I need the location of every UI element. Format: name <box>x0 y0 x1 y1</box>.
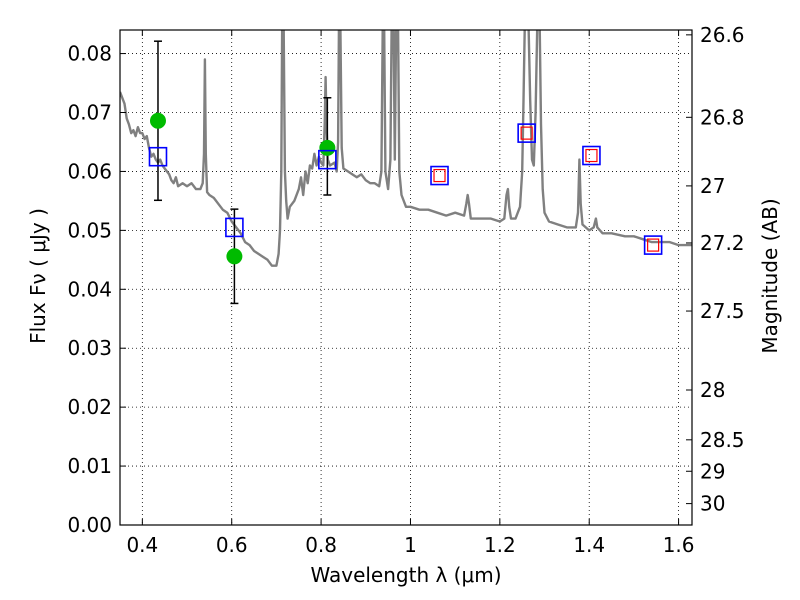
nir-point <box>585 148 598 163</box>
x-tick-label: 1.2 <box>484 533 516 557</box>
y-axis-label: Flux Fν ( μJy ) <box>26 208 50 344</box>
right-tick-label: 26.8 <box>700 105 745 129</box>
observed-point <box>149 112 166 129</box>
x-tick-label: 1 <box>404 533 417 557</box>
observed-point <box>226 248 243 265</box>
right-tick-label: 30 <box>700 492 725 516</box>
observed-point <box>319 139 336 156</box>
y-tick-label: 0.01 <box>67 454 112 478</box>
sed-line <box>120 30 692 267</box>
data-points-layer <box>148 40 663 305</box>
model-point <box>643 235 663 255</box>
right-tick-label: 26.6 <box>700 23 745 47</box>
y-tick-label: 0.04 <box>67 277 112 301</box>
model-point <box>225 217 244 238</box>
y-tick-label: 0.03 <box>67 336 112 360</box>
y-tick-label: 0.05 <box>67 218 112 242</box>
nir-point <box>647 238 660 252</box>
x-tick-label: 0.8 <box>305 533 337 557</box>
y-tick-label: 0.06 <box>67 159 112 183</box>
y-tick-label: 0.00 <box>67 513 112 537</box>
x-tick-label: 1.6 <box>663 533 695 557</box>
x-tick-label: 0.6 <box>216 533 248 557</box>
right-tick-label: 28 <box>700 378 725 402</box>
plot-frame <box>119 29 693 526</box>
model-point <box>430 165 449 186</box>
model-point <box>517 123 536 143</box>
right-tick-label: 29 <box>700 459 725 483</box>
y-tick-label: 0.02 <box>67 395 112 419</box>
model-point <box>582 145 601 166</box>
model-point <box>148 146 168 167</box>
y-tick-label: 0.08 <box>67 42 112 66</box>
x-tick-label: 0.4 <box>126 533 158 557</box>
right-tick-label: 28.5 <box>700 428 745 452</box>
x-axis-label: Wavelength λ (μm) <box>310 563 501 587</box>
right-tick-label: 27.2 <box>700 231 745 255</box>
model-point <box>318 149 337 170</box>
nir-point <box>520 126 533 140</box>
x-tick-label: 1.4 <box>573 533 605 557</box>
y-tick-label: 0.07 <box>67 101 112 125</box>
right-tick-label: 27.5 <box>700 299 745 323</box>
right-tick-label: 27 <box>700 174 725 198</box>
right-axis-label: Magnitude (AB) <box>758 198 782 353</box>
nir-point <box>433 168 446 183</box>
ticks: 0.4 0.6 0.8 1 1.2 1.4 1.6 0.00 0.01 0.02 0.03 0.04 0… <box>67 23 744 557</box>
sed-line-layer <box>120 30 692 267</box>
